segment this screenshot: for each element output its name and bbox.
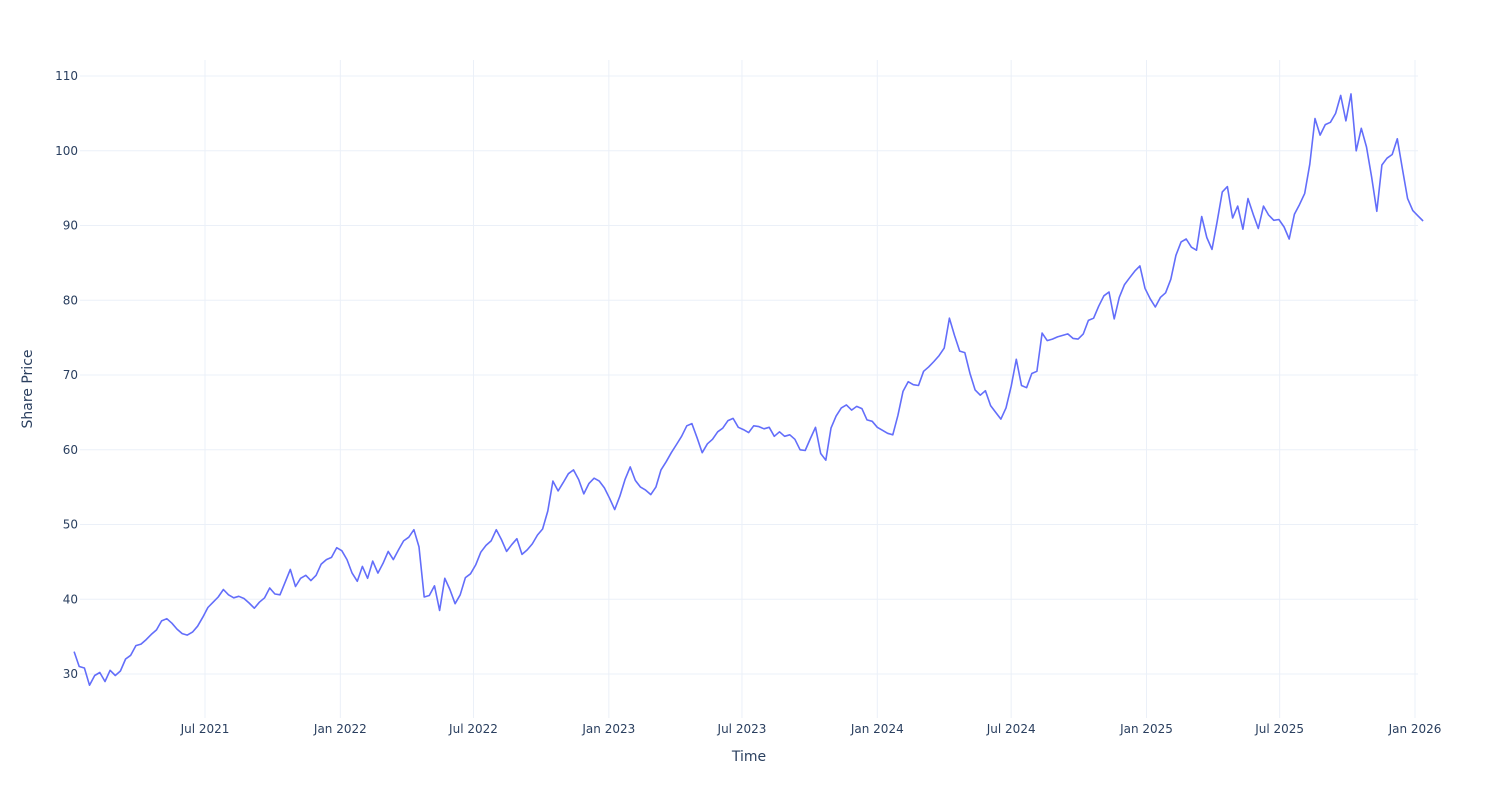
- x-tick-label: Jul 2022: [448, 722, 498, 736]
- x-axis-title: Time: [731, 749, 766, 765]
- x-tick-label: Jan 2023: [581, 722, 635, 736]
- y-tick-label: 30: [63, 667, 78, 681]
- y-tick-label: 90: [63, 219, 78, 233]
- x-tick-label: Jul 2023: [717, 722, 767, 736]
- y-tick-label: 100: [55, 144, 78, 158]
- x-tick-label: Jul 2024: [986, 722, 1036, 736]
- y-tick-label: 40: [63, 592, 78, 606]
- x-tick-label: Jan 2022: [313, 722, 367, 736]
- share-price-line[interactable]: [73, 93, 1424, 686]
- x-tick-label: Jan 2024: [850, 722, 904, 736]
- y-tick-label: 110: [55, 69, 78, 83]
- y-gridlines: [80, 75, 1418, 675]
- y-axis-tick-labels: 30 40 50 60 70 80 90 100 110: [55, 69, 78, 681]
- x-axis-tick-labels: Jul 2021 Jan 2022 Jul 2022 Jan 2023 Jul 2023…: [180, 722, 1442, 736]
- y-tick-label: 70: [63, 368, 78, 382]
- x-tick-label: Jul 2025: [1254, 722, 1304, 736]
- y-tick-label: 50: [63, 518, 78, 532]
- y-axis-title: Share Price: [20, 349, 36, 428]
- y-tick-label: 80: [63, 293, 78, 307]
- x-tick-label: Jan 2026: [1388, 722, 1442, 736]
- x-tick-label: Jan 2025: [1119, 722, 1173, 736]
- x-tick-label: Jul 2021: [180, 722, 230, 736]
- x-gridlines: [204, 60, 1416, 718]
- y-tick-label: 60: [63, 443, 78, 457]
